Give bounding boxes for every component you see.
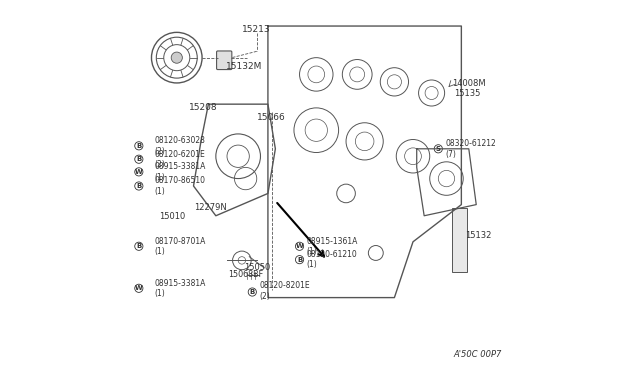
Text: 15208: 15208 — [189, 103, 217, 112]
Text: 15213: 15213 — [243, 25, 271, 34]
Text: 08120-8201E
(2): 08120-8201E (2) — [260, 281, 310, 301]
Text: 15068BF: 15068BF — [228, 270, 263, 279]
Circle shape — [453, 243, 459, 248]
Text: 08915-3381A
(1): 08915-3381A (1) — [154, 279, 206, 298]
Text: 08915-3381A
(1): 08915-3381A (1) — [154, 162, 206, 182]
Text: A'50C 00P7: A'50C 00P7 — [454, 350, 502, 359]
Text: 15135: 15135 — [454, 89, 480, 97]
Text: 08170-8701A
(1): 08170-8701A (1) — [154, 237, 206, 256]
Text: 08120-6201E
(2): 08120-6201E (2) — [154, 150, 205, 169]
Text: B: B — [250, 289, 255, 295]
Circle shape — [172, 52, 182, 63]
Text: 08120-61210
(1): 08120-61210 (1) — [307, 250, 357, 269]
Text: 15050: 15050 — [244, 263, 270, 272]
Text: W: W — [135, 169, 143, 175]
Text: B: B — [136, 183, 141, 189]
Circle shape — [453, 228, 459, 234]
Text: 15132: 15132 — [465, 231, 492, 240]
Text: 15132M: 15132M — [225, 62, 262, 71]
Text: 08120-63028
(2): 08120-63028 (2) — [154, 136, 205, 155]
Text: 08915-1361A
(1): 08915-1361A (1) — [307, 237, 358, 256]
Text: 08320-61212
(7): 08320-61212 (7) — [445, 139, 497, 158]
Text: B: B — [136, 156, 141, 162]
FancyBboxPatch shape — [216, 51, 232, 70]
Text: B: B — [297, 257, 302, 263]
Text: 14008M: 14008M — [452, 79, 486, 88]
Text: B: B — [136, 243, 141, 249]
Text: W: W — [135, 285, 143, 291]
Circle shape — [453, 213, 459, 219]
Text: 12279N: 12279N — [195, 203, 227, 212]
Text: B: B — [136, 143, 141, 149]
Text: 08170-86510
(1): 08170-86510 (1) — [154, 176, 205, 196]
Text: W: W — [296, 243, 303, 249]
Text: S: S — [436, 146, 441, 152]
Text: 15066: 15066 — [257, 113, 286, 122]
Text: 15010: 15010 — [159, 212, 186, 221]
Circle shape — [453, 257, 459, 263]
Bar — [452, 208, 467, 272]
